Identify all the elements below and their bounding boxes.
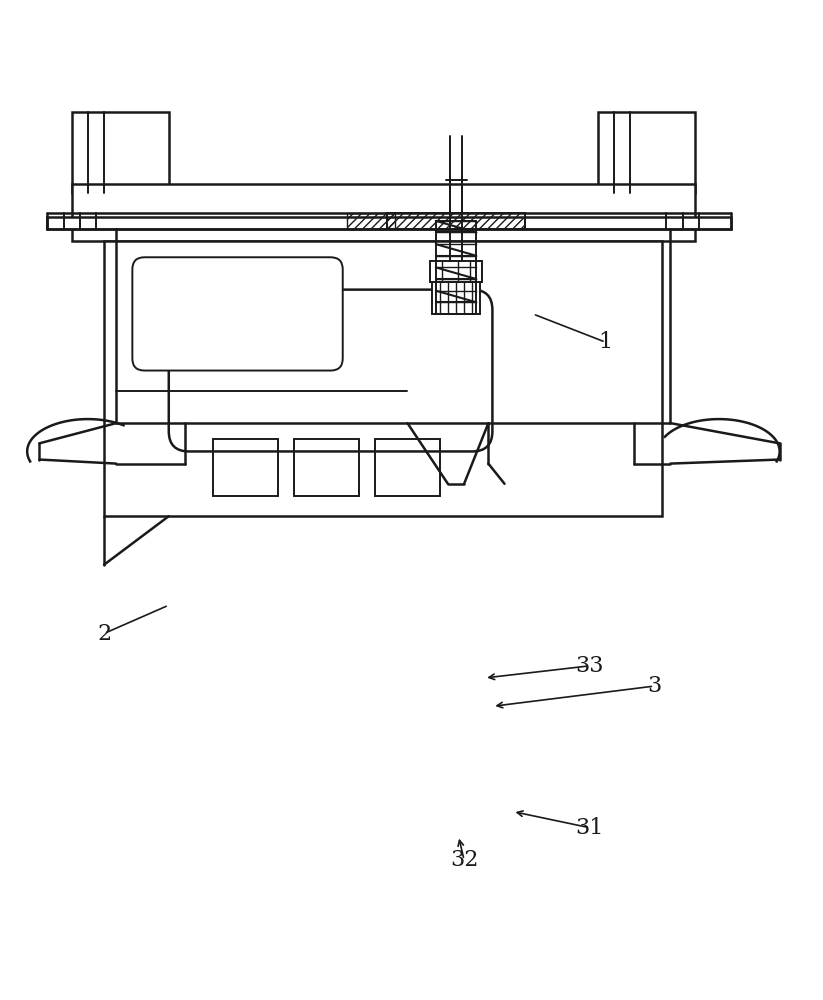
- Text: 2: 2: [97, 623, 111, 645]
- Bar: [104, 241, 663, 516]
- Text: 33: 33: [575, 655, 604, 677]
- Bar: [294, 439, 359, 496]
- Bar: [346, 213, 395, 229]
- FancyBboxPatch shape: [169, 290, 492, 451]
- Bar: [213, 439, 278, 496]
- Bar: [597, 112, 695, 193]
- Bar: [375, 439, 439, 496]
- Text: 32: 32: [450, 849, 478, 871]
- Text: 3: 3: [647, 675, 662, 697]
- Bar: [430, 261, 482, 282]
- Bar: [48, 217, 731, 229]
- Bar: [72, 184, 695, 241]
- Bar: [432, 282, 481, 314]
- Bar: [435, 221, 477, 314]
- Bar: [72, 112, 169, 193]
- Text: 1: 1: [598, 331, 613, 353]
- FancyBboxPatch shape: [133, 257, 342, 371]
- Text: 31: 31: [575, 817, 604, 839]
- Bar: [388, 213, 525, 229]
